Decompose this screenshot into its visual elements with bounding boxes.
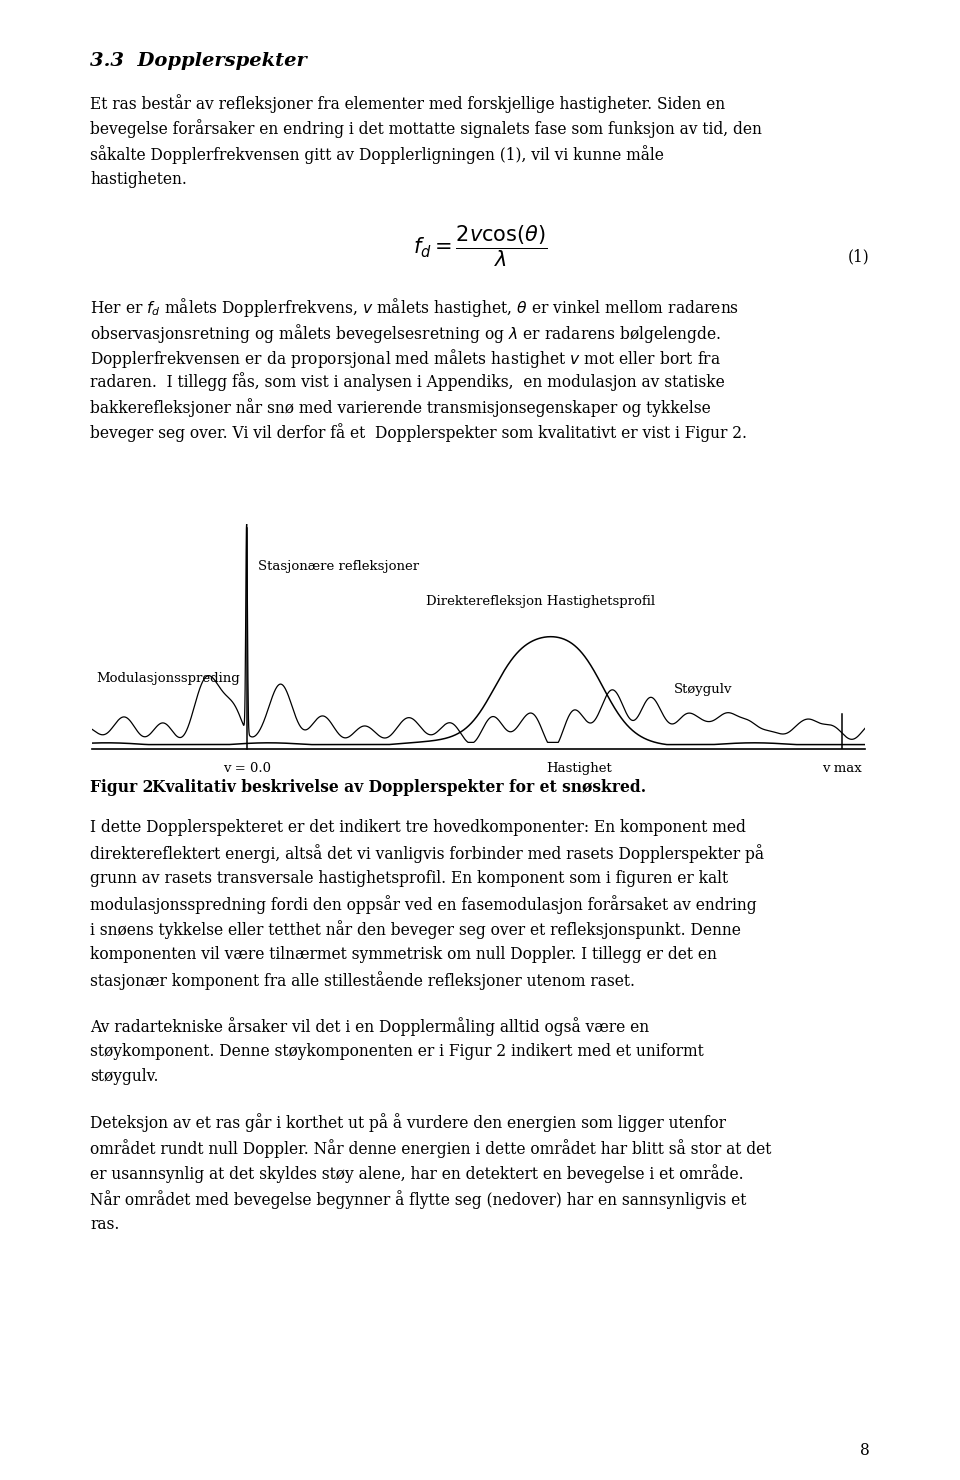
Text: komponenten vil være tilnærmet symmetrisk om null Doppler. I tillegg er det en: komponenten vil være tilnærmet symmetris… <box>90 946 717 963</box>
Text: beveger seg over. Vi vil derfor få et  Dopplerspekter som kvalitativt er vist i : beveger seg over. Vi vil derfor få et Do… <box>90 423 747 443</box>
Text: v = 0.0: v = 0.0 <box>223 762 271 776</box>
Text: Kvalitativ beskrivelse av Dopplerspekter for et snøskred.: Kvalitativ beskrivelse av Dopplerspekter… <box>152 778 646 796</box>
Text: er usannsynlig at det skyldes støy alene, har en detektert en bevegelse i et omr: er usannsynlig at det skyldes støy alene… <box>90 1165 744 1184</box>
Text: såkalte Dopplerfrekvensen gitt av Dopplerligningen (1), vil vi kunne måle: såkalte Dopplerfrekvensen gitt av Dopple… <box>90 145 664 164</box>
Text: $f_d = \dfrac{2v\cos(\theta)}{\lambda}$: $f_d = \dfrac{2v\cos(\theta)}{\lambda}$ <box>413 223 547 268</box>
Text: direktereflektert energi, altså det vi vanligvis forbinder med rasets Dopplerspe: direktereflektert energi, altså det vi v… <box>90 844 764 863</box>
Text: Figur 2: Figur 2 <box>90 778 154 796</box>
Text: radaren.  I tillegg fås, som vist i analysen i Appendiks,  en modulasjon av stat: radaren. I tillegg fås, som vist i analy… <box>90 373 725 391</box>
Text: Av radartekniske årsaker vil det i en Dopplermåling alltid også være en: Av radartekniske årsaker vil det i en Do… <box>90 1017 649 1036</box>
Text: Dopplerfrekvensen er da proporsjonal med målets hastighet $v$ mot eller bort fra: Dopplerfrekvensen er da proporsjonal med… <box>90 346 721 370</box>
Text: Stasjonære refleksjoner: Stasjonære refleksjoner <box>258 559 420 573</box>
Text: Hastighet: Hastighet <box>546 762 612 776</box>
Text: observasjonsretning og målets bevegelsesretning og $\lambda$ er radarens bølgele: observasjonsretning og målets bevegelses… <box>90 321 722 345</box>
Text: i snøens tykkelse eller tetthet når den beveger seg over et refleksjonspunkt. De: i snøens tykkelse eller tetthet når den … <box>90 921 741 940</box>
Text: 8: 8 <box>860 1442 870 1459</box>
Text: Modulasjonsspreding: Modulasjonsspreding <box>96 672 240 685</box>
Text: v max: v max <box>822 762 862 776</box>
Text: 3.3  Dopplerspekter: 3.3 Dopplerspekter <box>90 52 307 70</box>
Text: Direkterefleksjon Hastighetsprofil: Direkterefleksjon Hastighetsprofil <box>426 595 655 608</box>
Text: Et ras består av refleksjoner fra elementer med forskjellige hastigheter. Siden : Et ras består av refleksjoner fra elemen… <box>90 95 725 112</box>
Text: grunn av rasets transversale hastighetsprofil. En komponent som i figuren er kal: grunn av rasets transversale hastighetsp… <box>90 870 728 887</box>
Text: Støygulv: Støygulv <box>673 684 732 696</box>
Text: bakkerefleksjoner når snø med varierende transmisjonsegenskaper og tykkelse: bakkerefleksjoner når snø med varierende… <box>90 398 710 417</box>
Text: Her er $f_d$ målets Dopplerfrekvens, $v$ målets hastighet, $\theta$ er vinkel me: Her er $f_d$ målets Dopplerfrekvens, $v$… <box>90 296 739 320</box>
Text: stasjonær komponent fra alle stillestående refleksjoner utenom raset.: stasjonær komponent fra alle stilleståen… <box>90 971 635 990</box>
Text: området rundt null Doppler. Når denne energien i dette området har blitt så stor: området rundt null Doppler. Når denne en… <box>90 1140 772 1157</box>
Text: støygulv.: støygulv. <box>90 1069 158 1085</box>
Text: ras.: ras. <box>90 1215 119 1233</box>
Text: modulasjonsspredning fordi den oppsår ved en fasemodulasjon forårsaket av endrin: modulasjonsspredning fordi den oppsår ve… <box>90 895 756 915</box>
Text: støykomponent. Denne støykomponenten er i Figur 2 indikert med et uniformt: støykomponent. Denne støykomponenten er … <box>90 1042 704 1060</box>
Text: Deteksjon av et ras går i korthet ut på å vurdere den energien som ligger utenfo: Deteksjon av et ras går i korthet ut på … <box>90 1113 726 1132</box>
Text: Når området med bevegelse begynner å flytte seg (nedover) har en sannsynligvis e: Når området med bevegelse begynner å fly… <box>90 1190 746 1209</box>
Text: bevegelse forårsaker en endring i det mottatte signalets fase som funksjon av ti: bevegelse forårsaker en endring i det mo… <box>90 120 762 139</box>
Text: (1): (1) <box>849 249 870 265</box>
Text: I dette Dopplerspekteret er det indikert tre hovedkomponenter: En komponent med: I dette Dopplerspekteret er det indikert… <box>90 818 746 836</box>
Text: hastigheten.: hastigheten. <box>90 170 187 188</box>
